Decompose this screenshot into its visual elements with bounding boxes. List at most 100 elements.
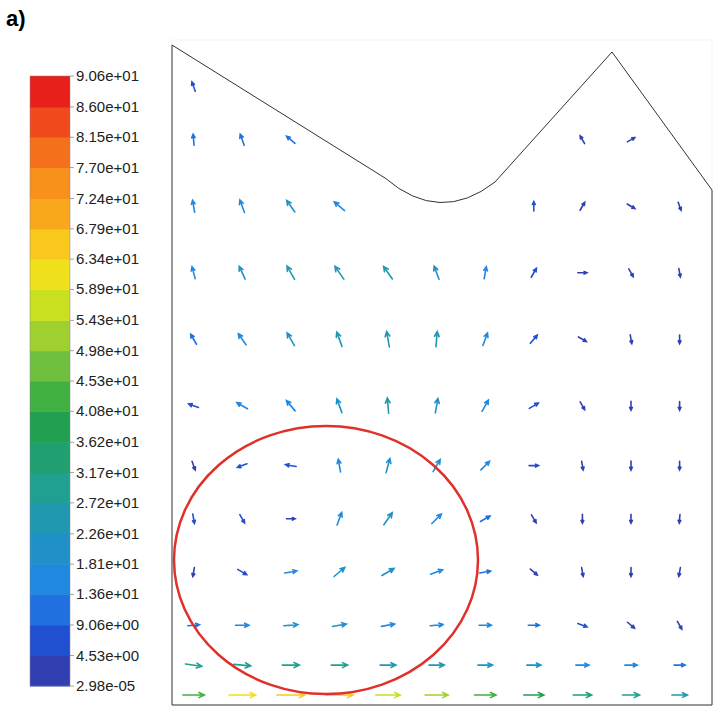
colorbar-tick-label: 8.60e+01 (76, 98, 139, 115)
colorbar-tick (70, 655, 74, 656)
colorbar-tick-label: 7.24e+01 (76, 190, 139, 207)
colorbar-tick (70, 594, 74, 595)
colorbar-band (30, 351, 70, 382)
colorbar-tick-label: 5.43e+01 (76, 311, 139, 328)
panel-title: a) (6, 6, 26, 31)
colorbar-band (30, 76, 70, 107)
colorbar: 2.98e-054.53e+009.06e+001.36e+011.81e+01… (30, 67, 139, 694)
vectors (183, 82, 687, 698)
colorbar-tick-label: 1.36e+01 (76, 585, 139, 602)
colorbar-tick (70, 411, 74, 412)
colorbar-tick-label: 4.08e+01 (76, 402, 139, 419)
velocity-vector (630, 401, 633, 410)
velocity-vector (237, 403, 248, 409)
velocity-vector (480, 516, 490, 522)
velocity-vector (286, 464, 297, 467)
colorbar-tick-label: 6.79e+01 (76, 220, 139, 237)
colorbar-band (30, 381, 70, 412)
colorbar-band (30, 107, 70, 138)
velocity-vector (678, 335, 681, 344)
velocity-vector (679, 269, 682, 277)
velocity-vector (192, 134, 195, 145)
velocity-vector (429, 663, 444, 668)
velocity-vector (192, 514, 195, 523)
velocity-vector (333, 623, 347, 627)
velocity-vector (284, 623, 298, 627)
velocity-vector (334, 568, 345, 577)
plot-range (172, 40, 712, 705)
velocity-vector (580, 202, 585, 210)
colorbar-tick-label: 4.98e+01 (76, 342, 139, 359)
velocity-vector (287, 136, 295, 143)
velocity-vector (336, 399, 342, 413)
colorbar-tick (70, 289, 74, 290)
colorbar-tick-label: 3.17e+01 (76, 464, 139, 481)
velocity-vector (191, 200, 195, 212)
velocity-vector (287, 266, 295, 279)
velocity-vector (484, 267, 488, 279)
velocity-vector (435, 332, 440, 347)
velocity-vector (384, 267, 393, 279)
velocity-vector (192, 567, 195, 576)
velocity-vector (674, 663, 685, 666)
velocity-vector (430, 623, 443, 627)
velocity-vector (627, 138, 634, 142)
velocity-vector (334, 202, 344, 211)
velocity-vector (434, 266, 439, 279)
velocity-vector (672, 693, 688, 698)
colorbar-frame (30, 76, 70, 686)
velocity-vector (678, 515, 681, 524)
velocity-vector (530, 569, 537, 575)
colorbar-tick-label: 2.72e+01 (76, 494, 139, 511)
velocity-vector (425, 692, 448, 697)
velocity-vector (529, 464, 539, 467)
velocity-vector (385, 398, 390, 413)
velocity-vector (625, 663, 637, 667)
colorbar-band (30, 564, 70, 595)
velocity-vector (381, 623, 394, 627)
velocity-vector (580, 136, 584, 144)
velocity-vector (581, 461, 584, 470)
colorbar-tick (70, 350, 74, 351)
velocity-vector (580, 402, 584, 410)
velocity-vector (528, 624, 539, 627)
velocity-vector (581, 568, 584, 577)
velocity-vector (578, 337, 586, 342)
velocity-vector (432, 514, 441, 523)
velocity-vector (630, 461, 633, 470)
colorbar-tick (70, 259, 74, 260)
velocity-vector (239, 266, 245, 279)
colorbar-band (30, 320, 70, 351)
colorbar-band (30, 656, 70, 687)
velocity-vector (384, 513, 392, 525)
colorbar-band (30, 199, 70, 230)
velocity-vector (483, 333, 488, 346)
velocity-vector (627, 204, 635, 208)
velocity-vector (524, 692, 544, 697)
velocity-vector (630, 335, 633, 344)
velocity-vector (380, 663, 396, 668)
velocity-vector (527, 663, 541, 667)
velocity-vector (337, 459, 341, 472)
colorbar-tick (70, 137, 74, 138)
velocity-vector (238, 569, 247, 574)
velocity-vector (239, 200, 244, 213)
colorbar-tick-label: 4.53e+01 (76, 372, 139, 389)
velocity-vector (530, 335, 537, 343)
domain-outline (172, 45, 712, 705)
velocity-vector (578, 271, 587, 274)
velocity-vector (331, 663, 347, 668)
colorbar-band (30, 411, 70, 442)
velocity-vector (189, 404, 199, 408)
velocity-vector (240, 134, 244, 145)
velocity-vector (183, 692, 205, 697)
velocity-vector (578, 624, 587, 628)
colorbar-tick-label: 5.89e+01 (76, 280, 139, 297)
velocity-vector (431, 569, 443, 574)
colorbar-band (30, 168, 70, 199)
colorbar-band (30, 289, 70, 320)
velocity-vector (627, 622, 634, 628)
colorbar-tick-label: 3.62e+01 (76, 433, 139, 450)
velocity-vector (678, 461, 681, 470)
velocity-vector (532, 202, 535, 212)
